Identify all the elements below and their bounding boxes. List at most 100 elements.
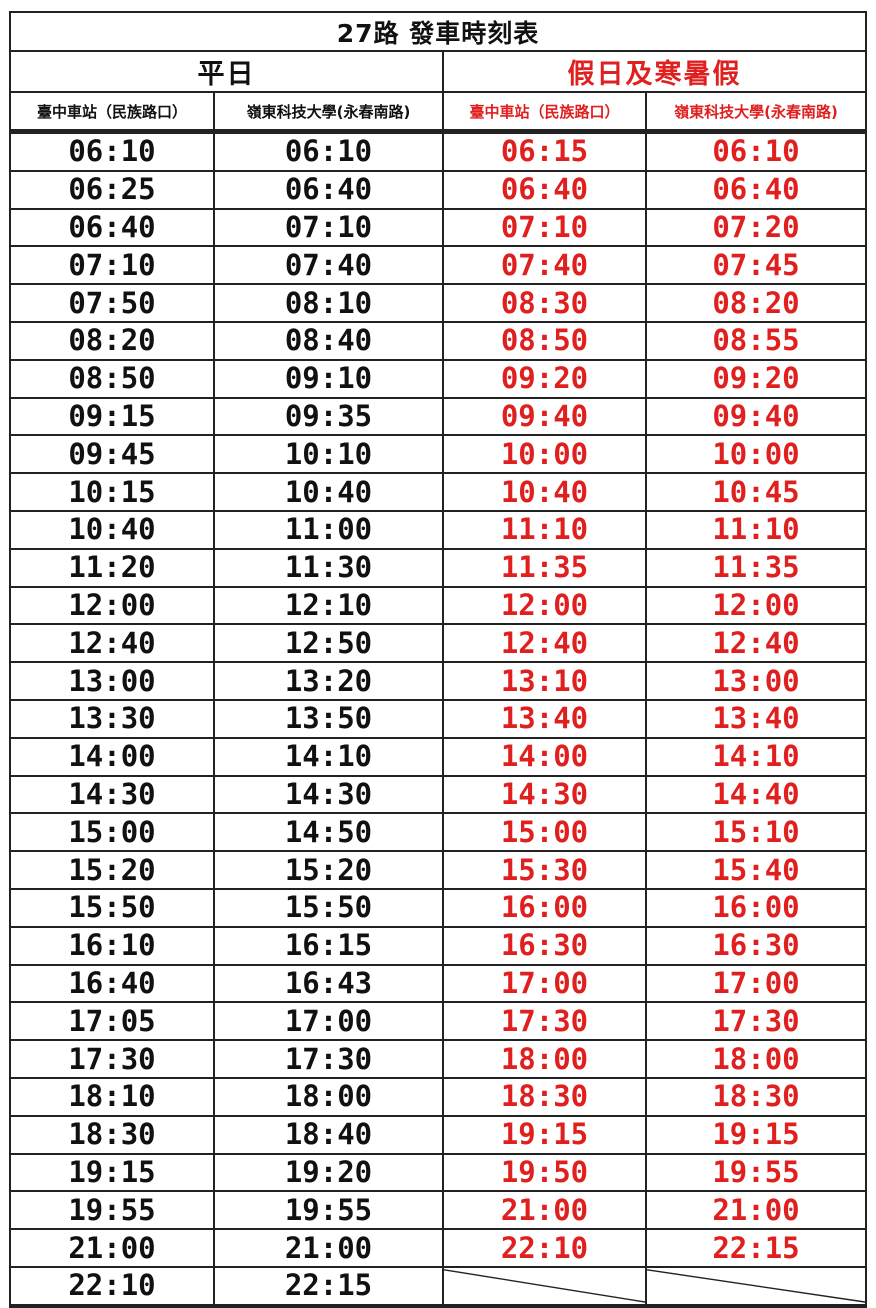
weekday-departure-lingtung: 06:10 <box>213 130 444 172</box>
weekday-departure-lingtung: 16:43 <box>213 963 444 1004</box>
holiday-departure-taichung: 16:00 <box>442 887 647 928</box>
holiday-departure-lingtung: 10:45 <box>645 472 867 512</box>
table-row: 15:50 15:50 16:00 16:00 <box>9 887 867 928</box>
holiday-stop-lingtung-university: 嶺東科技大學(永春南路) <box>645 91 867 133</box>
weekday-departure-lingtung: 14:10 <box>213 736 444 777</box>
weekday-departure-taichung: 08:20 <box>9 320 215 361</box>
weekday-departure-taichung: 11:20 <box>9 547 215 588</box>
weekday-departure-lingtung: 07:10 <box>213 207 444 248</box>
holiday-departure-taichung: 07:10 <box>442 207 647 248</box>
holiday-departure-taichung: 09:40 <box>442 396 647 437</box>
table-row: 09:15 09:35 09:40 09:40 <box>9 396 867 437</box>
weekday-departure-taichung: 10:15 <box>9 472 215 512</box>
holiday-stop-taichung-station: 臺中車站（民族路口） <box>442 91 647 133</box>
weekday-departure-lingtung: 11:00 <box>213 509 444 550</box>
weekday-departure-lingtung: 14:30 <box>213 774 444 815</box>
no-service-slash <box>645 1265 867 1308</box>
holiday-departure-lingtung: 08:20 <box>645 283 867 323</box>
holiday-departure-taichung: 10:40 <box>442 472 647 512</box>
table-row: 08:20 08:40 08:50 08:55 <box>9 320 867 361</box>
weekday-departure-taichung: 13:00 <box>9 661 215 701</box>
holiday-departure-lingtung: 12:40 <box>645 623 867 664</box>
holiday-departure-taichung: 06:40 <box>442 169 647 210</box>
weekday-departure-taichung: 14:30 <box>9 774 215 815</box>
holiday-departure-taichung: 11:35 <box>442 547 647 588</box>
holiday-departure-taichung: 17:00 <box>442 963 647 1004</box>
weekday-departure-lingtung: 19:20 <box>213 1152 444 1193</box>
holiday-departure-lingtung: 16:30 <box>645 925 867 966</box>
weekday-departure-lingtung: 17:30 <box>213 1039 444 1079</box>
holiday-departure-lingtung: 13:00 <box>645 661 867 701</box>
weekday-departure-lingtung: 09:35 <box>213 396 444 437</box>
group-header-row: 平日 假日及寒暑假 <box>9 50 867 93</box>
weekday-departure-lingtung: 19:55 <box>213 1190 444 1231</box>
weekday-departure-lingtung: 10:40 <box>213 472 444 512</box>
holiday-departure-taichung: 11:10 <box>442 509 647 550</box>
holiday-departure-lingtung: 16:00 <box>645 887 867 928</box>
holiday-departure-lingtung: 07:45 <box>645 245 867 286</box>
table-row: 08:50 09:10 09:20 09:20 <box>9 358 867 399</box>
table-row: 18:30 18:40 19:15 19:15 <box>9 1114 867 1155</box>
holiday-departure-lingtung: 07:20 <box>645 207 867 248</box>
holiday-departure-lingtung: 14:10 <box>645 736 867 777</box>
holiday-departure-lingtung: 15:10 <box>645 812 867 853</box>
holiday-departure-taichung: 19:50 <box>442 1152 647 1193</box>
holiday-departure-lingtung: 14:40 <box>645 774 867 815</box>
holiday-departure-taichung: 22:10 <box>442 1228 647 1268</box>
weekday-departure-lingtung: 12:50 <box>213 623 444 664</box>
holiday-departure-taichung: 08:50 <box>442 320 647 361</box>
holiday-departure-lingtung: 06:40 <box>645 169 867 210</box>
holiday-departure-lingtung: 10:00 <box>645 434 867 475</box>
weekday-departure-lingtung: 21:00 <box>213 1228 444 1268</box>
table-row: 16:40 16:43 17:00 17:00 <box>9 963 867 1004</box>
weekday-departure-taichung: 13:30 <box>9 698 215 739</box>
weekday-departure-lingtung: 15:20 <box>213 850 444 890</box>
table-row: 19:55 19:55 21:00 21:00 <box>9 1190 867 1231</box>
table-row: 07:50 08:10 08:30 08:20 <box>9 283 867 323</box>
table-row: 17:05 17:00 17:30 17:30 <box>9 1001 867 1042</box>
weekday-departure-taichung: 22:10 <box>9 1265 215 1308</box>
holiday-departure-taichung: 07:40 <box>442 245 647 286</box>
weekday-departure-taichung: 15:00 <box>9 812 215 853</box>
timetable-sheet: 27路 發車時刻表 平日 假日及寒暑假 臺中車站（民族路口） 嶺東科技大學(永春… <box>9 11 867 1308</box>
table-row: 17:30 17:30 18:00 18:00 <box>9 1039 867 1079</box>
weekday-departure-taichung: 14:00 <box>9 736 215 777</box>
timetable-title: 27路 發車時刻表 <box>9 11 867 52</box>
weekday-stop-taichung-station: 臺中車站（民族路口） <box>9 91 215 133</box>
weekday-departure-lingtung: 13:20 <box>213 661 444 701</box>
holiday-departure-taichung: 09:20 <box>442 358 647 399</box>
table-row: 16:10 16:15 16:30 16:30 <box>9 925 867 966</box>
weekday-departure-taichung: 12:40 <box>9 623 215 664</box>
weekday-departure-taichung: 08:50 <box>9 358 215 399</box>
weekday-departure-taichung: 10:40 <box>9 509 215 550</box>
weekday-departure-taichung: 06:25 <box>9 169 215 210</box>
timetable: 27路 發車時刻表 平日 假日及寒暑假 臺中車站（民族路口） 嶺東科技大學(永春… <box>9 11 867 1308</box>
weekday-departure-lingtung: 12:10 <box>213 585 444 626</box>
diagonal-slash-icon <box>444 1268 645 1304</box>
weekday-departure-lingtung: 07:40 <box>213 245 444 286</box>
holiday-departure-taichung: 18:30 <box>442 1076 647 1117</box>
table-row: 09:45 10:10 10:00 10:00 <box>9 434 867 475</box>
no-service-slash <box>442 1265 647 1308</box>
weekday-departure-lingtung: 11:30 <box>213 547 444 588</box>
holiday-departure-lingtung: 17:00 <box>645 963 867 1004</box>
holiday-departure-lingtung: 11:35 <box>645 547 867 588</box>
table-row: 06:40 07:10 07:10 07:20 <box>9 207 867 248</box>
weekday-departure-lingtung: 08:10 <box>213 283 444 323</box>
holiday-departure-lingtung: 17:30 <box>645 1001 867 1042</box>
weekday-departure-taichung: 15:50 <box>9 887 215 928</box>
holiday-departure-lingtung: 13:40 <box>645 698 867 739</box>
holiday-departure-lingtung: 09:40 <box>645 396 867 437</box>
table-row: 10:40 11:00 11:10 11:10 <box>9 509 867 550</box>
weekday-departure-taichung: 06:10 <box>9 130 215 172</box>
table-row: 15:00 14:50 15:00 15:10 <box>9 812 867 853</box>
table-row: 10:15 10:40 10:40 10:45 <box>9 472 867 512</box>
holiday-departure-taichung: 15:30 <box>442 850 647 890</box>
weekday-departure-taichung: 09:45 <box>9 434 215 475</box>
holiday-departure-lingtung: 15:40 <box>645 850 867 890</box>
title-row: 27路 發車時刻表 <box>9 11 867 52</box>
holiday-departure-taichung: 18:00 <box>442 1039 647 1079</box>
weekday-departure-taichung: 19:15 <box>9 1152 215 1193</box>
weekday-departure-lingtung: 09:10 <box>213 358 444 399</box>
diagonal-slash-icon <box>647 1268 865 1304</box>
